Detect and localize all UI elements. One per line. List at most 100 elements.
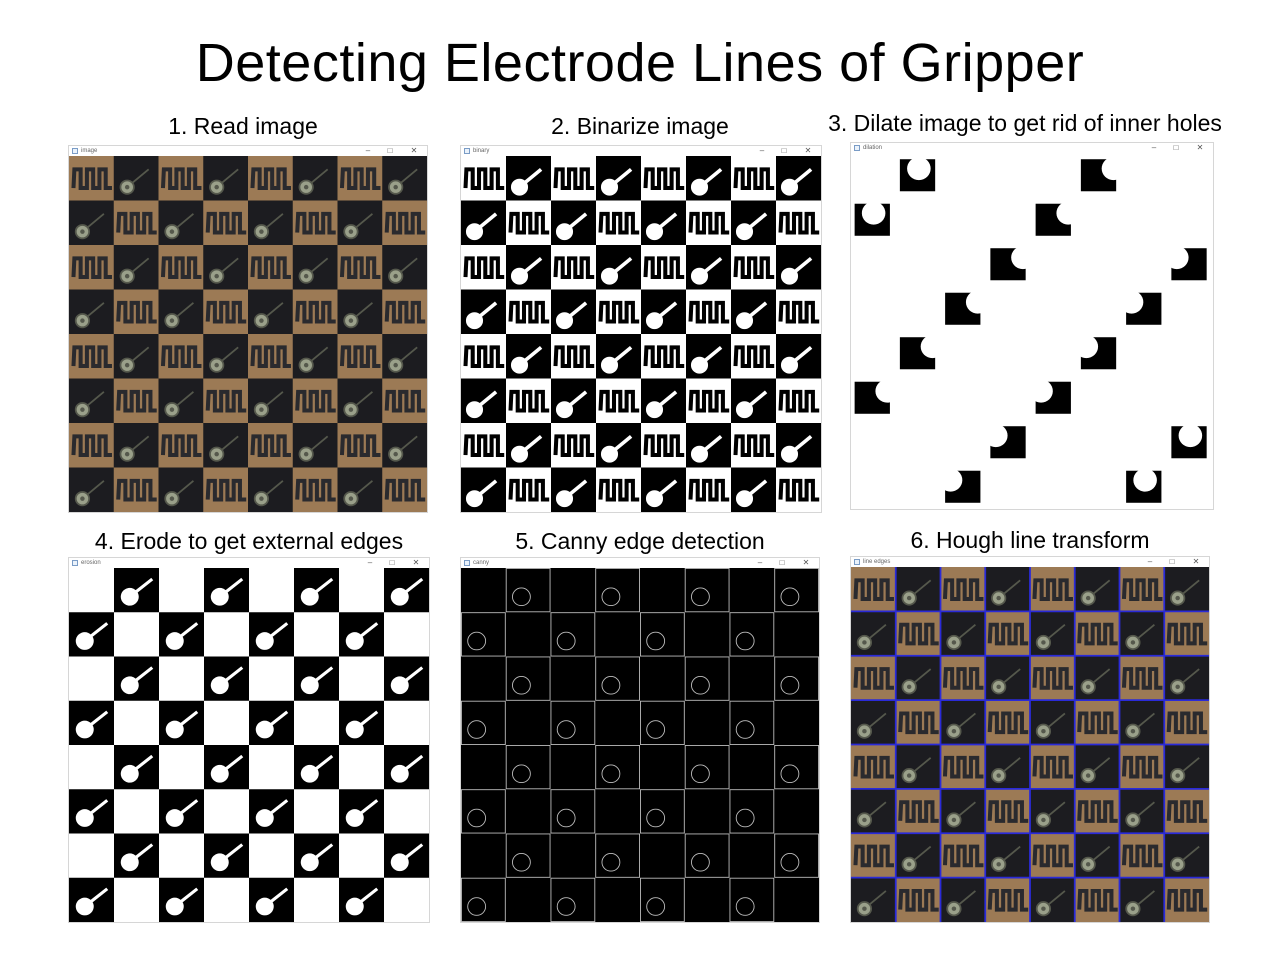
edge-square [461, 612, 506, 657]
edge-circle [467, 631, 487, 651]
pad-hole [517, 273, 522, 279]
edge-circle [467, 897, 487, 916]
meander-trace [463, 345, 505, 369]
minimize-icon[interactable]: – [759, 146, 765, 155]
canny-window-titlebar[interactable]: canny – □ ✕ [461, 558, 819, 568]
meander-trace [1166, 622, 1208, 646]
dilation-notch [875, 379, 899, 403]
electrode-pad [1035, 801, 1066, 828]
binary-window-titlebar[interactable]: binary – □ ✕ [461, 146, 821, 156]
line-edges-canvas [851, 567, 1209, 922]
electrode-pad [645, 212, 678, 241]
electrode-pad [164, 391, 194, 418]
pad-lead [173, 622, 199, 643]
pad-hole [1085, 595, 1091, 601]
maximize-icon[interactable]: □ [1173, 143, 1179, 152]
electrode-pad [209, 346, 239, 373]
electrode-pad [645, 479, 678, 508]
meander-trace [205, 389, 247, 413]
pad-hole [1041, 817, 1046, 823]
minimize-icon[interactable]: – [367, 558, 373, 567]
maximize-icon[interactable]: □ [781, 146, 787, 155]
pad-lead [308, 577, 334, 598]
pad-hole [742, 318, 747, 323]
minimize-icon[interactable]: – [757, 558, 763, 567]
dilation-notch [1119, 290, 1144, 314]
electrode-pad [901, 579, 932, 606]
edge-square [505, 745, 551, 790]
meander-trace [339, 345, 381, 369]
edge-square [774, 656, 819, 701]
close-icon[interactable]: ✕ [804, 146, 812, 155]
edge-circle [556, 631, 576, 651]
edge-circle [467, 720, 487, 739]
window-title: line edges [863, 559, 891, 565]
meander-trace [116, 478, 157, 502]
pad-hole [862, 728, 867, 734]
pad-hole [124, 184, 130, 190]
pad-hole [951, 906, 957, 911]
minimize-icon[interactable]: – [1147, 557, 1153, 566]
meander-trace [733, 345, 775, 369]
electrode-pad [690, 167, 723, 196]
electrode-pad [856, 624, 887, 650]
close-icon[interactable]: ✕ [410, 146, 418, 155]
maximize-icon[interactable]: □ [387, 146, 393, 155]
electrode-pad [465, 479, 498, 508]
electrode-pad [465, 212, 498, 241]
dilation-notch [1101, 157, 1126, 181]
pad-hole [697, 184, 702, 190]
meander-trace [339, 256, 381, 280]
pad-hole [1085, 773, 1091, 778]
meander-trace [942, 755, 984, 779]
electrode-pad [343, 213, 373, 240]
minimize-icon[interactable]: – [1151, 143, 1157, 152]
electrode-pad [600, 167, 633, 196]
pad-lead [218, 666, 244, 687]
edge-square [640, 877, 685, 922]
meander-trace [508, 389, 550, 413]
image-window-titlebar[interactable]: image – □ ✕ [69, 146, 427, 156]
dilation-window-titlebar[interactable]: dilation – □ ✕ [851, 143, 1213, 153]
maximize-icon[interactable]: □ [779, 558, 785, 567]
close-icon[interactable]: ✕ [412, 558, 420, 567]
close-icon[interactable]: ✕ [1196, 143, 1204, 152]
minimize-icon[interactable]: – [365, 146, 371, 155]
pad-lead [398, 754, 424, 775]
meander-trace [384, 478, 426, 502]
meander-trace [553, 345, 595, 369]
close-icon[interactable]: ✕ [1192, 557, 1200, 566]
window-title: dilation [863, 145, 883, 151]
pad-hole [303, 362, 309, 368]
line-edges-window-titlebar[interactable]: line edges – □ ✕ [851, 557, 1209, 567]
electrode-pad [1170, 845, 1200, 872]
app-icon [854, 559, 860, 565]
electrode-pad [388, 168, 418, 195]
electrode-pad [780, 434, 813, 463]
edge-square [505, 833, 551, 878]
maximize-icon[interactable]: □ [389, 558, 395, 567]
pad-hole [862, 640, 867, 645]
erosion-window-titlebar[interactable]: erosion – □ ✕ [69, 558, 429, 568]
pad-hole [562, 496, 567, 501]
pad-hole [906, 862, 912, 867]
close-icon[interactable]: ✕ [802, 558, 810, 567]
pad-hole [697, 362, 702, 368]
maximize-icon[interactable]: □ [1169, 557, 1175, 566]
edge-circle [735, 720, 755, 739]
edge-square [774, 568, 819, 613]
electrode-pad [690, 434, 723, 463]
electrode-pad [253, 391, 284, 418]
app-icon [464, 148, 470, 154]
meander-trace [384, 211, 426, 235]
electrode-pad [600, 345, 633, 374]
electrode-pad [74, 302, 105, 329]
meander-trace [295, 300, 336, 324]
electrode-pad [510, 256, 543, 285]
pad-hole [80, 318, 85, 323]
electrode-pad [1170, 579, 1200, 606]
electrode-pad [600, 256, 633, 285]
edge-square [640, 700, 685, 745]
meander-trace [295, 389, 336, 413]
edge-square [461, 877, 506, 922]
